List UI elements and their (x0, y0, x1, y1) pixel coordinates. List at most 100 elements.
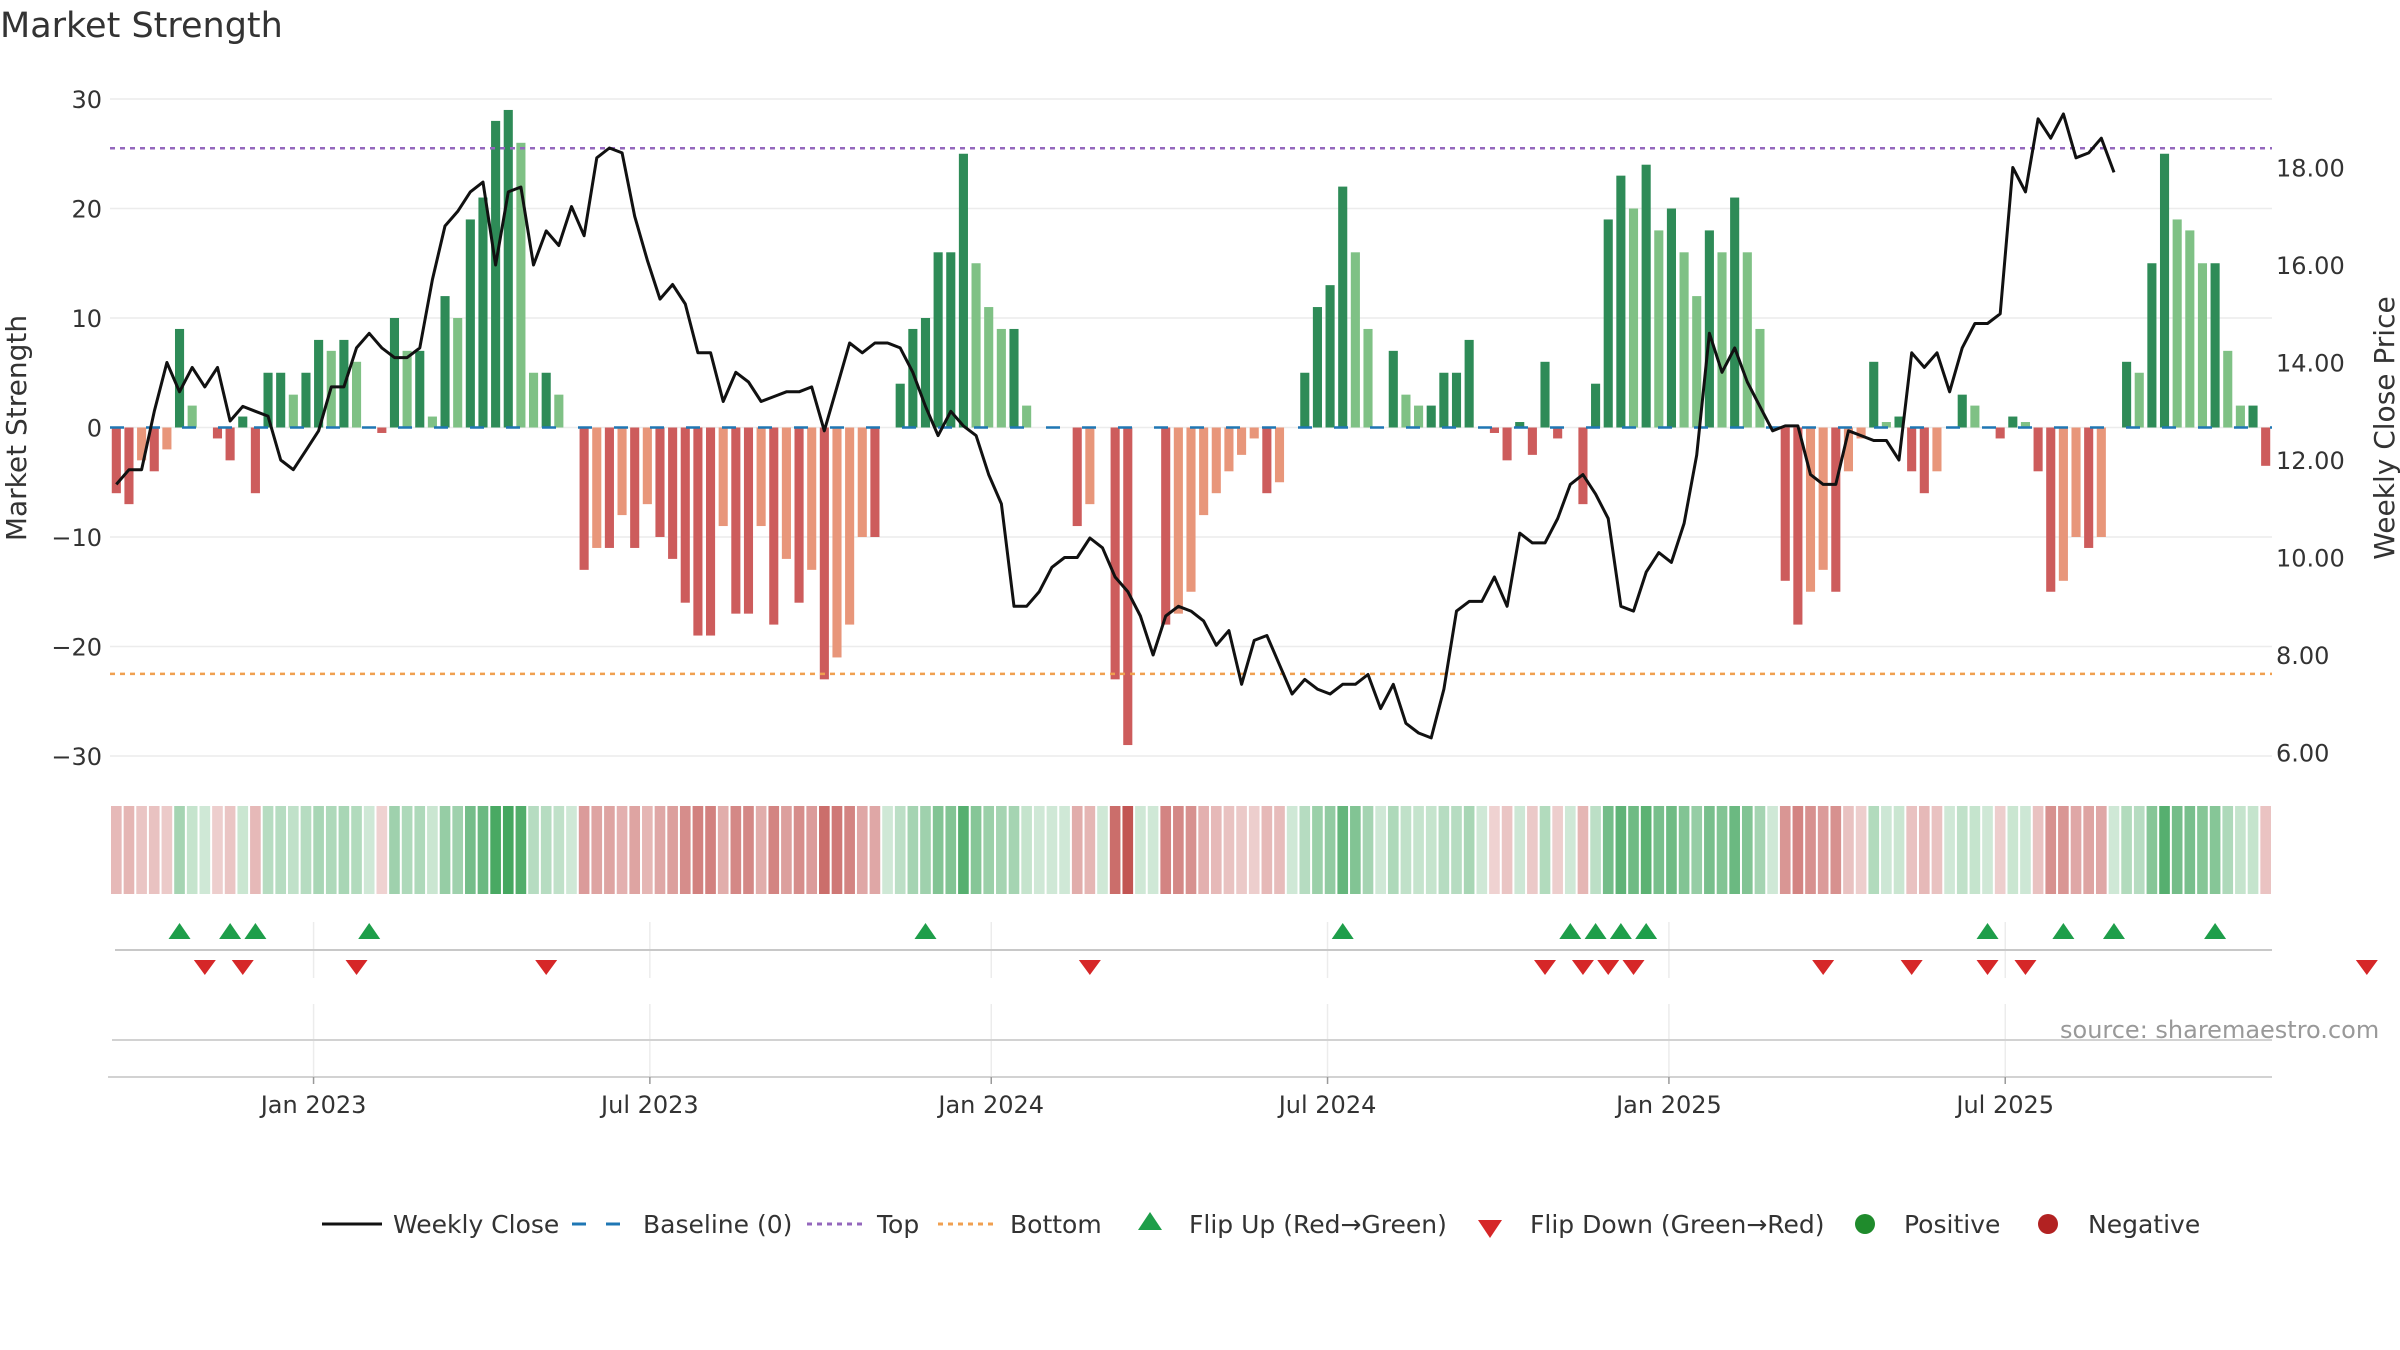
chart-title: Market Strength (0, 6, 283, 46)
heat-strip-cell (376, 806, 388, 894)
heat-strip-cell (2058, 806, 2069, 894)
heat-strip-cell (401, 806, 413, 894)
heat-strip-cell (743, 806, 754, 894)
y-right-tick-label: 18.00 (2276, 155, 2345, 183)
flip-down-marker (193, 960, 216, 975)
heat-strip-cell (894, 806, 906, 894)
strength-bar-negative (1919, 427, 1929, 494)
strength-bar-negative (1932, 427, 1942, 472)
strength-bar-positive (1363, 328, 1373, 428)
strength-bar-negative (1110, 427, 1120, 680)
strength-bar-negative (124, 427, 134, 505)
legend-flip-down-label: Flip Down (Green→Red) (1530, 1210, 1825, 1239)
strength-bar-negative (1793, 427, 1803, 625)
strength-bar-negative (1995, 427, 2005, 439)
legend-positive-swatch (1855, 1214, 1875, 1234)
strength-bar-positive (415, 350, 425, 428)
heat-strip-cell (1033, 806, 1045, 894)
heat-strip-cell (1855, 806, 1867, 894)
strength-bar-positive (528, 372, 539, 428)
heat-strip-cell (1198, 806, 1209, 894)
strength-bar-negative (2084, 427, 2094, 548)
heat-strip-cell (1754, 806, 1766, 894)
heat-strip-cell (2159, 806, 2170, 894)
heat-strip-cell (1779, 806, 1791, 894)
flip-up-marker (1609, 923, 1632, 939)
heat-strip-cell (1274, 806, 1285, 894)
strength-bar-positive (1451, 372, 1462, 428)
legend-negative-swatch (2038, 1214, 2058, 1234)
strength-bar-positive (1414, 405, 1424, 428)
y-right-tick-label: 12.00 (2276, 447, 2345, 475)
heat-strip-cell (869, 806, 881, 894)
strength-bar-positive (1717, 252, 1727, 428)
heat-strip-cell (945, 806, 957, 894)
y-left-tick-label: 30 (71, 86, 102, 114)
strength-bar-negative (1780, 427, 1790, 581)
heat-strip-cell (1843, 806, 1854, 894)
strength-bar-negative (137, 427, 147, 461)
strength-bar-positive (276, 372, 286, 428)
strength-bar-positive (1591, 383, 1601, 428)
heat-strip-cell (224, 806, 236, 894)
heat-strip-cell (1059, 806, 1070, 894)
strength-bar-positive (2210, 263, 2220, 428)
heat-strip-cell (983, 806, 995, 894)
heat-strip-cell (1160, 806, 1172, 894)
strength-bar-negative (2096, 427, 2106, 537)
strength-bar-positive (1616, 175, 1626, 428)
heat-strip-cell (1476, 806, 1488, 894)
heat-strip-cell (793, 806, 805, 894)
strength-bar-negative (630, 427, 640, 548)
heat-strip-cell (856, 806, 868, 894)
heat-strip-cell (288, 806, 299, 894)
heat-strip-cell (806, 806, 818, 894)
heat-strip-cell (1628, 806, 1639, 894)
strength-bar-positive (1641, 164, 1651, 428)
strength-bar-negative (857, 427, 867, 537)
strength-bar-negative (604, 427, 614, 548)
strength-bar-negative (680, 427, 690, 603)
strength-bar-positive (263, 372, 273, 428)
heat-strip-cell (1223, 806, 1235, 894)
strength-bar-positive (554, 394, 564, 428)
legend-flip-up-label: Flip Up (Red→Green) (1189, 1210, 1447, 1239)
legend-bottom-label: Bottom (1010, 1210, 1102, 1239)
strength-bar-negative (617, 427, 627, 516)
heat-strip-cell (1868, 806, 1880, 894)
heat-strip-cell (1261, 806, 1273, 894)
strength-bar-negative (111, 427, 121, 494)
weekly-close-line (115, 112, 2116, 740)
legend-top-label: Top (876, 1210, 919, 1239)
strength-bar-negative (592, 427, 602, 548)
heat-strip-cell (920, 806, 931, 894)
y-right-tick-label: 16.00 (2276, 252, 2345, 280)
heat-strip-cell (768, 806, 780, 894)
strength-bar-positive (1426, 405, 1436, 428)
y-left-tick-label: −10 (51, 524, 102, 552)
heat-strip-cell (1817, 806, 1829, 894)
heat-strip-cell (1678, 806, 1690, 894)
heat-strip-cell (174, 806, 185, 894)
heat-strip-cell (325, 806, 337, 894)
heat-strip-cell (111, 806, 122, 894)
strength-bar-positive (238, 416, 248, 428)
heat-strip-cell (604, 806, 615, 894)
strength-bar-negative (1123, 427, 1133, 746)
x-tick-label: Jan 2024 (936, 1091, 1044, 1119)
heat-strip-cell (2007, 806, 2019, 894)
strength-bar-positive (2134, 372, 2144, 428)
heat-strip-cell (2260, 806, 2271, 894)
heat-strip-cell (452, 806, 464, 894)
strength-bar-positive (1540, 361, 1550, 428)
strength-bar-negative (1072, 427, 1082, 527)
strength-bar-positive (1350, 252, 1360, 428)
strength-bar-negative (1489, 427, 1499, 433)
strength-bar-positive (187, 405, 197, 428)
heat-strip-cell (275, 806, 287, 894)
strength-bar-positive (2185, 230, 2195, 428)
legend-negative-label: Negative (2088, 1210, 2200, 1239)
legend-baseline-label: Baseline (0) (643, 1210, 792, 1239)
strength-bar-negative (731, 427, 741, 614)
strength-bar-positive (2147, 263, 2157, 428)
